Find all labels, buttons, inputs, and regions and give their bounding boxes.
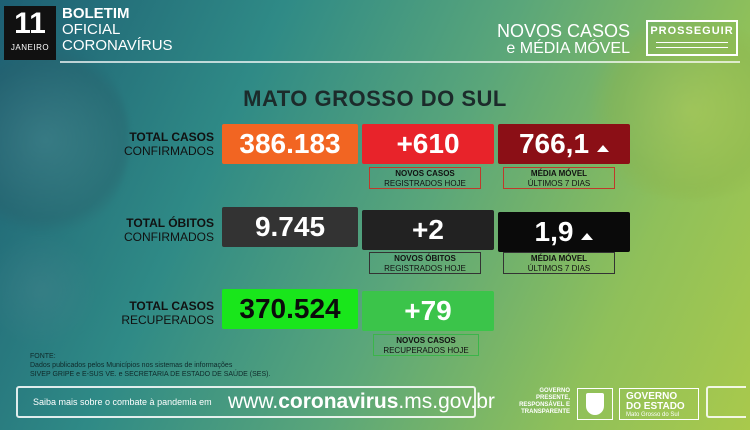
deaths-moving-avg-value: 1,9: [534, 216, 574, 247]
website-link[interactable]: www.coronavirus.ms.gov.br: [228, 390, 495, 414]
new-recovered-caption-bold: NOVOS CASOS: [396, 336, 456, 345]
gov-subtitle: Mato Grosso do Sul: [626, 412, 680, 418]
new-cases-caption-bold: NOVOS CASOS: [395, 169, 455, 178]
total-cases-value: 386.183: [239, 128, 341, 159]
cases-moving-avg-caption-sub: ÚLTIMOS 7 DIAS: [527, 179, 591, 188]
virus-decoration: [580, 20, 750, 200]
slogan-line: RESPONSÁVEL E: [519, 402, 570, 408]
crest-shape: [586, 393, 604, 415]
total-cases-box: 386.183: [222, 124, 358, 164]
new-deaths-caption: NOVOS ÓBITOS REGISTRADOS HOJE: [369, 252, 481, 274]
header-divider: [60, 61, 740, 63]
slogan-line: GOVERNO: [539, 388, 570, 394]
cases-label-bold: TOTAL CASOS: [129, 130, 214, 144]
bulletin-line1: BOLETIM: [62, 5, 130, 22]
total-recovered-box: 370.524: [222, 289, 358, 329]
total-recovered-value: 370.524: [239, 293, 341, 324]
new-deaths-value: +2: [412, 214, 444, 245]
cases-label: TOTAL CASOS CONFIRMADOS: [90, 130, 214, 158]
report-title-line1: NOVOS CASOS: [496, 21, 630, 41]
recovered-label: TOTAL CASOS RECUPERADOS: [90, 299, 214, 327]
new-cases-value: +610: [396, 128, 460, 159]
cases-label-sub: CONFIRMADOS: [124, 144, 214, 158]
source-line: SIVEP GRIPE e E-SUS VE. e SECRETARIA DE …: [30, 371, 271, 378]
new-deaths-caption-bold: NOVOS ÓBITOS: [394, 254, 456, 263]
total-deaths-box: 9.745: [222, 207, 358, 247]
deaths-moving-avg-caption: MÉDIA MÓVEL ÚLTIMOS 7 DIAS: [503, 252, 615, 274]
bulletin-line3: CORONAVÍRUS: [62, 37, 173, 54]
source-line: Dados publicados pelos Municípios nos si…: [30, 362, 233, 369]
deaths-label-sub: CONFIRMADOS: [124, 230, 214, 244]
prosseguir-logo: PROSSEGUIR: [646, 20, 738, 56]
website-link-suffix: .ms.gov.br: [398, 390, 495, 413]
bulletin-line2: OFICIAL: [62, 21, 121, 38]
footer-frame: [16, 386, 476, 418]
state-government-logo: GOVERNO DO ESTADO Mato Grosso do Sul: [619, 388, 699, 420]
cases-moving-avg-value: 766,1: [518, 128, 590, 159]
prosseguir-logo-stripes: [656, 42, 728, 48]
footer-note: Saiba mais sobre o combate à pandemia em: [33, 397, 212, 407]
gov-title-line1: GOVERNO: [626, 391, 678, 402]
website-link-bold: coronavirus: [278, 390, 399, 413]
deaths-moving-avg-caption-sub: ÚLTIMOS 7 DIAS: [527, 264, 591, 273]
footer-bracket: [706, 386, 746, 418]
deaths-moving-avg-caption-bold: MÉDIA MÓVEL: [530, 254, 588, 263]
slogan-line: PRESENTE,: [535, 395, 570, 401]
virus-decoration: [0, 40, 130, 240]
source-heading: FONTE:: [30, 353, 56, 360]
trend-up-icon: [581, 233, 594, 241]
deaths-moving-avg-box: 1,9: [498, 212, 630, 252]
total-deaths-value: 9.745: [254, 211, 326, 242]
new-recovered-caption-sub: RECUPERADOS HOJE: [383, 346, 469, 355]
region-title: MATO GROSSO DO SUL: [243, 86, 507, 111]
cases-moving-avg-caption-bold: MÉDIA MÓVEL: [530, 169, 588, 178]
trend-up-icon: [597, 145, 610, 153]
cases-moving-avg-box: 766,1: [498, 124, 630, 164]
gov-title-line2: DO ESTADO: [626, 401, 685, 412]
deaths-label: TOTAL ÓBITOS CONFIRMADOS: [90, 216, 214, 244]
new-deaths-caption-sub: REGISTRADOS HOJE: [384, 264, 466, 273]
new-cases-caption-sub: REGISTRADOS HOJE: [384, 179, 466, 188]
date-month: JANEIRO: [10, 43, 50, 52]
website-link-prefix: www.: [228, 390, 279, 413]
government-slogan: GOVERNO PRESENTE, RESPONSÁVEL E TRANSPAR…: [518, 388, 570, 416]
bulletin-title: BOLETIM OFICIAL CORONAVÍRUS: [62, 6, 173, 54]
state-crest-icon: [577, 388, 613, 420]
new-deaths-box: +2: [362, 210, 494, 250]
new-recovered-box: +79: [362, 291, 494, 331]
data-source: FONTE: Dados publicados pelos Municípios…: [30, 352, 270, 379]
new-cases-caption: NOVOS CASOS REGISTRADOS HOJE: [369, 167, 481, 189]
report-title: NOVOS CASOS e MÉDIA MÓVEL: [497, 22, 630, 58]
date-badge: 11 JANEIRO: [4, 6, 56, 60]
new-recovered-value: +79: [404, 295, 452, 326]
cases-moving-avg-caption: MÉDIA MÓVEL ÚLTIMOS 7 DIAS: [503, 167, 615, 189]
slogan-line: TRANSPARENTE: [521, 409, 570, 415]
recovered-label-sub: RECUPERADOS: [121, 313, 214, 327]
prosseguir-logo-text: PROSSEGUIR: [650, 25, 734, 37]
recovered-label-bold: TOTAL CASOS: [129, 299, 214, 313]
report-title-line2: e MÉDIA MÓVEL: [506, 40, 630, 57]
date-day: 11: [14, 7, 46, 40]
virus-decoration: [0, 230, 100, 350]
new-recovered-caption: NOVOS CASOS RECUPERADOS HOJE: [373, 334, 479, 356]
new-cases-box: +610: [362, 124, 494, 164]
deaths-label-bold: TOTAL ÓBITOS: [126, 216, 214, 230]
